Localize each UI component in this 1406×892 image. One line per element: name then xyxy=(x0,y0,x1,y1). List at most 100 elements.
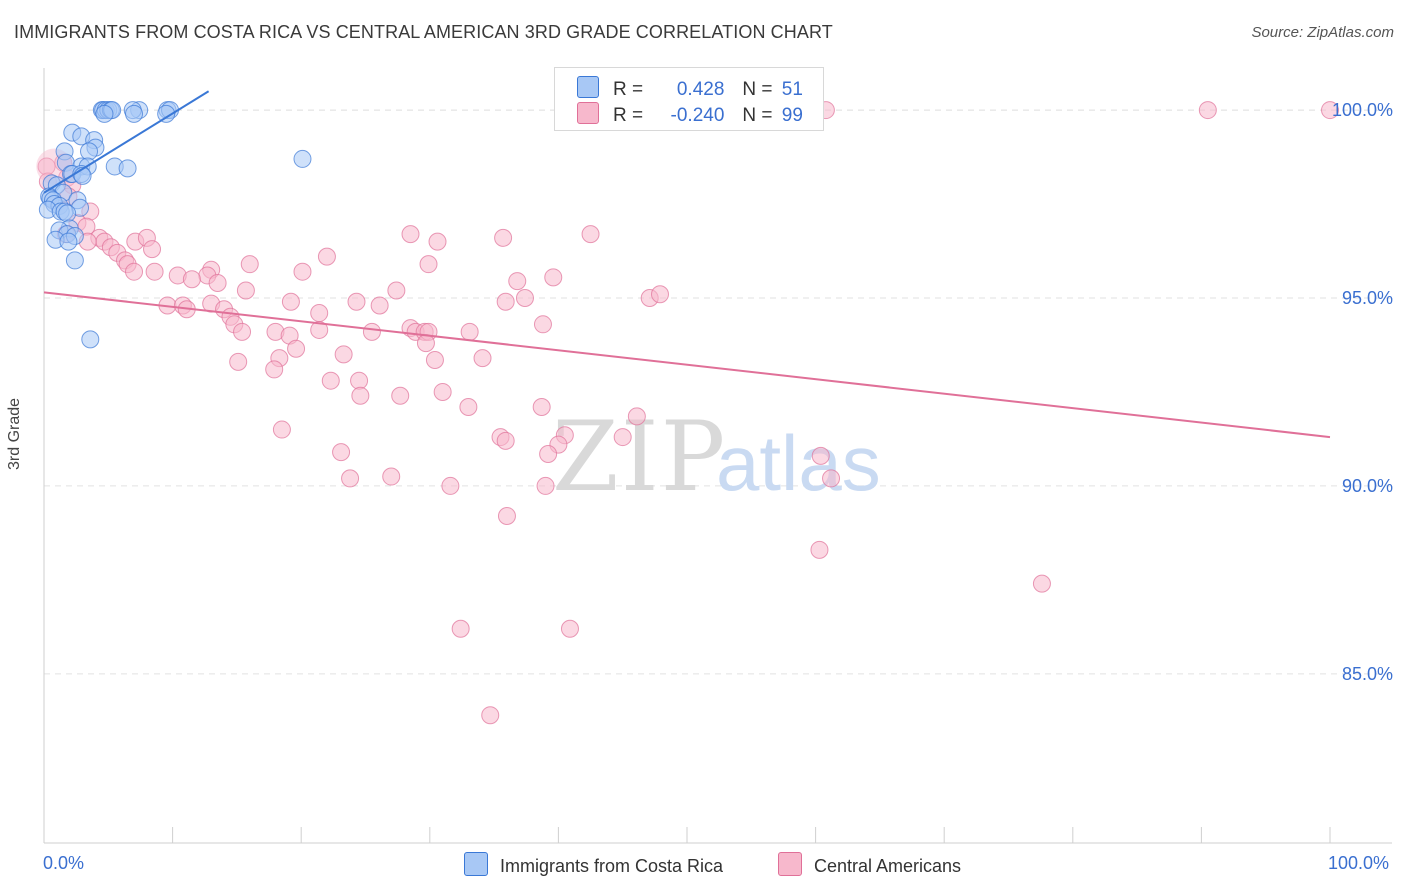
data-point-costa-rica xyxy=(95,104,114,123)
data-point-central-american xyxy=(508,272,527,291)
data-point-central-american xyxy=(1321,101,1339,120)
data-point-central-american xyxy=(293,262,312,281)
data-point-central-american xyxy=(391,386,410,405)
data-point-central-american xyxy=(143,240,162,259)
data-point-central-american xyxy=(428,232,447,251)
watermark-atlas: atlas xyxy=(716,419,881,507)
data-point-central-american xyxy=(533,315,552,334)
legend-swatch-costa-rica xyxy=(464,852,488,876)
data-point-central-american xyxy=(544,268,563,287)
data-point-central-american xyxy=(539,444,558,463)
series-central-americans xyxy=(36,101,1339,725)
data-point-costa-rica xyxy=(65,251,84,270)
data-point-central-american xyxy=(370,296,389,315)
data-point-costa-rica xyxy=(80,142,99,161)
source-label: Source: ZipAtlas.com xyxy=(1251,24,1394,41)
r-value-blue: 0.428 xyxy=(676,79,725,100)
trend-line-costa-rica xyxy=(43,90,210,194)
data-point-central-american xyxy=(481,706,500,725)
data-point-central-american xyxy=(265,360,284,379)
legend-swatch-central-americans xyxy=(778,852,802,876)
data-point-central-american xyxy=(496,431,515,450)
r-label: R = xyxy=(613,79,644,100)
data-point-central-american xyxy=(650,285,669,304)
n-label: N = xyxy=(742,79,773,100)
data-point-central-american xyxy=(419,255,438,274)
data-point-central-american xyxy=(287,339,306,358)
legend-label-central-americans: Central Americans xyxy=(814,856,962,876)
data-point-central-american xyxy=(560,619,579,638)
blue-swatch xyxy=(577,76,599,98)
data-point-central-american xyxy=(310,304,329,323)
data-point-central-american xyxy=(350,371,369,390)
data-point-central-american xyxy=(229,352,248,371)
trend-lines xyxy=(43,90,1331,439)
y-tick-labels: 85.0% 90.0% 95.0% 100.0% xyxy=(1332,100,1393,684)
data-point-central-american xyxy=(497,507,516,525)
legend-label-costa-rica: Immigrants from Costa Rica xyxy=(500,856,724,876)
data-point-central-american xyxy=(382,467,401,486)
x-tick-label-max: 100.0% xyxy=(1328,853,1390,873)
data-point-central-american xyxy=(281,292,300,311)
data-point-central-american xyxy=(460,322,479,341)
x-tick-label-min: 0.0% xyxy=(43,853,85,873)
data-point-central-american xyxy=(441,476,460,495)
data-point-central-american xyxy=(351,386,370,405)
data-point-costa-rica xyxy=(125,104,144,123)
grid-lines xyxy=(44,109,1392,675)
data-point-central-american xyxy=(236,281,255,300)
r-value-pink: -0.240 xyxy=(670,105,725,126)
data-point-costa-rica xyxy=(293,149,312,168)
data-point-central-american xyxy=(494,228,513,247)
data-point-central-american xyxy=(1032,574,1051,593)
data-point-central-american xyxy=(433,382,452,401)
data-point-central-american xyxy=(310,320,329,339)
n-value-pink: 99 xyxy=(781,105,803,126)
data-point-central-american xyxy=(362,322,381,341)
data-point-central-american xyxy=(401,225,420,244)
trend-line-central-americans xyxy=(43,291,1331,439)
data-point-costa-rica xyxy=(58,204,77,223)
data-point-central-american xyxy=(321,371,340,390)
r-label: R = xyxy=(613,105,644,126)
legend-item-central-americans[interactable]: Central Americans xyxy=(778,852,961,877)
data-point-central-american xyxy=(332,443,351,462)
data-point-central-american xyxy=(145,262,164,281)
data-point-central-american xyxy=(581,225,600,244)
data-point-central-american xyxy=(459,398,478,416)
data-point-central-american xyxy=(811,446,830,465)
data-point-costa-rica xyxy=(81,330,100,349)
data-point-central-american xyxy=(317,247,336,266)
data-point-central-american xyxy=(425,351,444,370)
pink-swatch xyxy=(577,102,599,124)
series-costa-rica xyxy=(38,101,312,349)
data-point-central-american xyxy=(347,292,366,311)
y-tick-label: 95.0% xyxy=(1342,288,1393,308)
data-point-central-american xyxy=(240,255,259,274)
data-point-costa-rica xyxy=(157,104,176,123)
data-point-central-american xyxy=(613,428,632,447)
data-point-central-american xyxy=(822,469,841,488)
data-point-central-american xyxy=(627,407,646,426)
legend-item-costa-rica[interactable]: Immigrants from Costa Rica xyxy=(464,852,723,877)
y-tick-label: 100.0% xyxy=(1332,100,1393,120)
y-tick-label: 85.0% xyxy=(1342,664,1393,684)
data-point-costa-rica xyxy=(59,232,78,251)
stats-legend: R = 0.428 N = 51 R = -0.240 N = 99 xyxy=(554,67,824,131)
data-point-central-american xyxy=(208,273,227,292)
stats-legend-row-pink: R = -0.240 N = 99 xyxy=(577,102,803,127)
n-value-blue: 51 xyxy=(781,79,803,100)
data-point-central-american xyxy=(182,270,201,289)
stats-legend-row-blue: R = 0.428 N = 51 xyxy=(577,76,803,101)
data-point-costa-rica xyxy=(118,159,137,178)
watermark: ZIP atlas xyxy=(552,401,881,513)
data-point-central-american xyxy=(473,349,492,368)
chart-title: IMMIGRANTS FROM COSTA RICA VS CENTRAL AM… xyxy=(14,22,833,42)
data-point-central-american xyxy=(387,281,406,300)
y-tick-label: 90.0% xyxy=(1342,476,1393,496)
data-point-central-american xyxy=(536,476,555,495)
data-point-central-american xyxy=(125,262,144,281)
data-point-central-american xyxy=(532,398,551,416)
data-point-central-american xyxy=(496,292,515,311)
